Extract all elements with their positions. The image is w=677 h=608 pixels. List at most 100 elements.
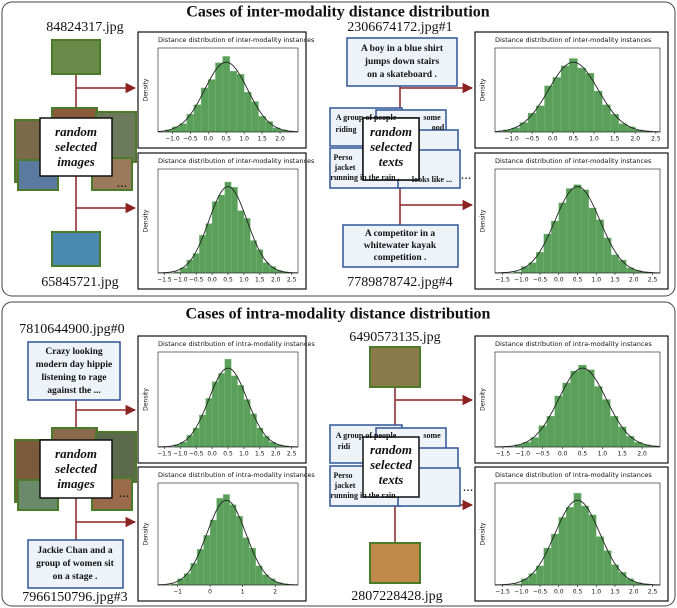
fit-curve <box>157 367 299 448</box>
photo <box>369 346 421 388</box>
caption: group of women sit <box>36 559 115 569</box>
bar <box>250 240 257 274</box>
center-label: selected <box>369 457 412 472</box>
bar <box>244 91 252 133</box>
x-tick-label: 2.0 <box>637 451 647 458</box>
x-tick-label: 0.0 <box>207 277 217 284</box>
text-fragment: Perso <box>333 153 352 162</box>
bar <box>551 220 559 274</box>
axes-frame <box>157 482 299 586</box>
bar <box>231 187 238 274</box>
bar <box>208 79 216 133</box>
center-label: texts <box>379 472 404 487</box>
x-tick-label: 1.5 <box>610 136 620 143</box>
caption: A boy in a blue shirt <box>361 44 444 54</box>
bar <box>229 504 237 586</box>
bar <box>222 56 230 133</box>
bar <box>558 202 567 274</box>
bar <box>546 415 555 448</box>
bar <box>596 536 604 586</box>
file-name: 84824317.jpg <box>46 20 123 35</box>
bar <box>251 101 259 133</box>
file-name: 2306674172.jpg#1 <box>347 20 452 35</box>
histogram-chart: Distance distribution of intra-modality … <box>474 335 669 464</box>
bar <box>551 533 559 586</box>
center-label: selected <box>369 139 412 154</box>
text-box <box>27 341 121 401</box>
text-fragment: looks like ... <box>412 175 452 184</box>
chart-title: Distance distribution of inter-modality … <box>495 36 652 44</box>
x-tick-label: 1.0 <box>598 451 608 458</box>
chart-title: Distance distribution of inter-modality … <box>158 157 315 165</box>
bar <box>610 415 619 448</box>
file-name: 7810644900.jpg#0 <box>19 322 124 337</box>
x-tick-label: 0.5 <box>573 277 583 284</box>
center-label: random <box>370 124 412 139</box>
panel-title: Cases of inter-modality distance distrib… <box>186 4 490 21</box>
axes-frame <box>494 351 661 448</box>
center-label: random <box>55 124 97 139</box>
bar <box>242 537 250 586</box>
bar <box>570 370 579 448</box>
bar <box>611 254 619 274</box>
caption: competition . <box>374 253 427 263</box>
fit-curve <box>494 61 661 133</box>
y-axis-label: Density <box>143 78 150 101</box>
bar <box>566 507 574 586</box>
photo <box>51 39 101 75</box>
ellipsis: ... <box>119 486 130 501</box>
bar <box>237 210 245 274</box>
text-fragment: some <box>423 431 441 440</box>
x-tick-label: 1.0 <box>591 589 601 596</box>
x-tick-label: 2 <box>273 589 277 596</box>
x-tick-label: −1.5 <box>496 451 511 458</box>
bar <box>588 514 597 586</box>
file-name: 6490573135.jpg <box>349 330 440 345</box>
text-fragment: Perso <box>333 471 352 480</box>
bar <box>249 547 256 586</box>
x-tick-label: −1.0 <box>173 451 188 458</box>
bar <box>236 74 245 133</box>
panel-title: Cases of intra-modality distance distrib… <box>186 306 491 323</box>
bar <box>258 116 266 133</box>
y-axis-label: Density <box>480 522 487 545</box>
x-tick-label: −1.0 <box>514 589 529 596</box>
caption: whitewater kayak <box>364 241 437 251</box>
bar <box>593 90 603 133</box>
x-tick-label: 1.5 <box>610 277 620 284</box>
x-tick-label: 2.0 <box>629 277 639 284</box>
caption: Jackie Chan and a <box>37 546 112 556</box>
text-box <box>27 539 124 589</box>
text-fragment: some <box>423 113 441 122</box>
y-axis-label: Density <box>480 78 487 101</box>
bar <box>216 498 224 586</box>
bar <box>211 201 219 274</box>
center-label: selected <box>54 461 97 476</box>
x-tick-label: −1.5 <box>157 451 172 458</box>
caption: on a stage . <box>53 572 98 582</box>
bar <box>558 517 567 586</box>
x-tick-label: 0.0 <box>554 277 564 284</box>
texts: Cases of inter-modality distance distrib… <box>19 4 490 606</box>
x-tick-label: 0 <box>208 589 212 596</box>
chart-title: Distance distribution of intra-modality … <box>495 471 652 479</box>
histogram-chart: Distance distribution of inter-modality … <box>474 152 669 290</box>
x-tick-label: 0.0 <box>207 451 217 458</box>
fit-curve <box>157 186 299 274</box>
bar <box>218 194 225 274</box>
x-tick-label: 2.0 <box>629 589 639 596</box>
x-tick-label: 1.5 <box>255 451 265 458</box>
bar <box>222 494 230 586</box>
bar <box>183 573 191 586</box>
bar <box>538 425 547 448</box>
chart-title: Distance distribution of intra-modality … <box>158 471 315 479</box>
photo <box>369 542 421 584</box>
fit-curve <box>494 367 661 448</box>
text-fragment: running in the rain . <box>330 173 399 182</box>
x-tick-label: −1 <box>173 589 182 596</box>
text-fragment: A group of people <box>336 113 397 122</box>
x-tick-label: 2.5 <box>648 589 658 596</box>
y-axis-label: Density <box>480 388 487 411</box>
bar <box>218 373 225 448</box>
bar <box>544 85 553 133</box>
